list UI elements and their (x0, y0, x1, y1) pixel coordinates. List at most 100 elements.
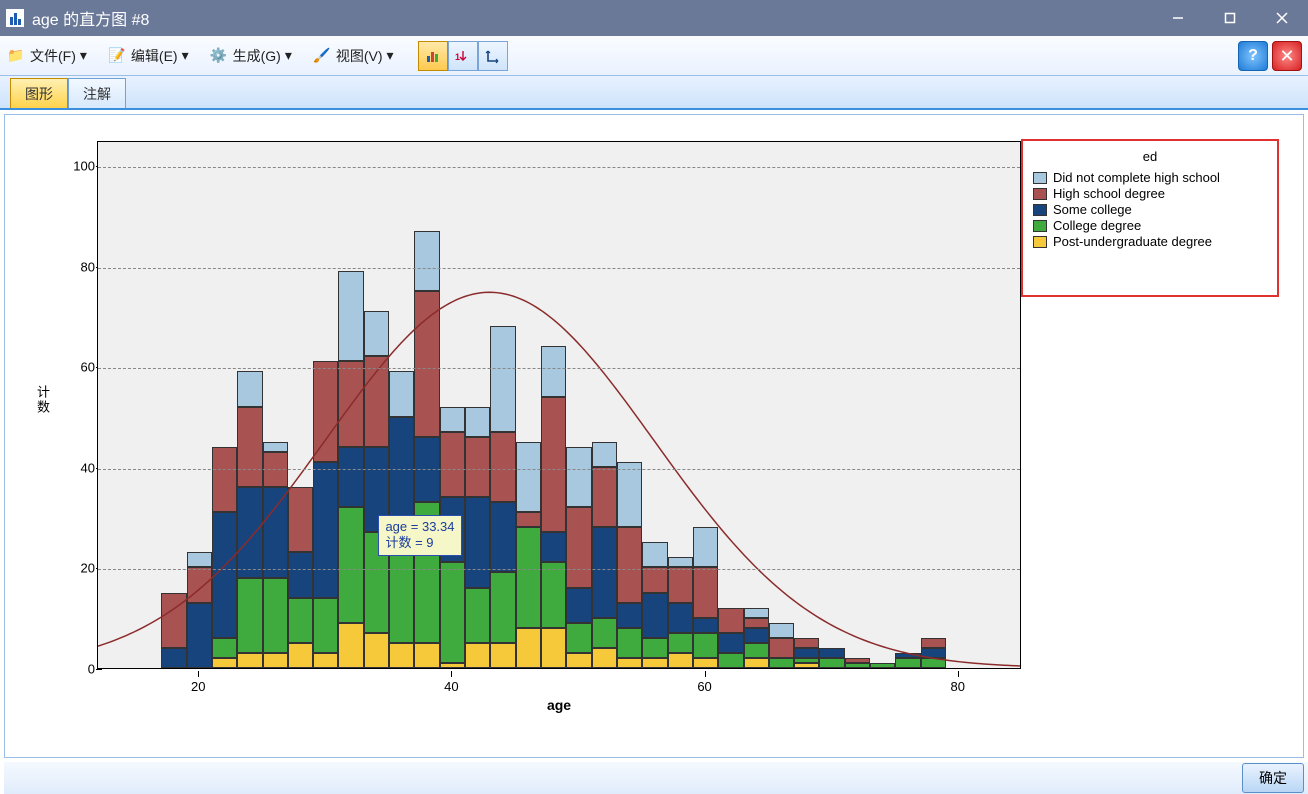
histogram-bar[interactable] (212, 447, 237, 668)
menu-view[interactable]: 🖌️ 视图(V) ▾ (312, 46, 394, 66)
bar-segment-post_undergrad (566, 653, 591, 668)
grid-line (98, 368, 1020, 369)
window-controls (1152, 0, 1308, 36)
plot-area[interactable]: age = 33.34 计数 = 9 (97, 141, 1021, 669)
toolbar-chart-button[interactable] (418, 41, 448, 71)
histogram-bar[interactable] (668, 557, 693, 668)
bar-segment-college (693, 633, 718, 658)
histogram-bar[interactable] (693, 527, 718, 668)
x-tick-label: 20 (191, 679, 205, 694)
bar-segment-post_undergrad (693, 658, 718, 668)
histogram-bar[interactable] (845, 658, 870, 668)
bar-segment-no_hs (263, 442, 288, 452)
legend-item[interactable]: Did not complete high school (1033, 170, 1267, 185)
histogram-bar[interactable] (313, 361, 338, 668)
legend-swatch (1033, 188, 1047, 200)
menu-file-label: 文件(F) (30, 46, 76, 66)
bar-segment-no_hs (516, 442, 541, 512)
bar-segment-high_school (718, 608, 743, 633)
histogram-bar[interactable] (895, 653, 920, 668)
histogram-bar[interactable] (617, 462, 642, 668)
legend-label: Some college (1053, 202, 1132, 217)
bar-segment-post_undergrad (389, 643, 414, 668)
bar-segment-post_undergrad (516, 628, 541, 668)
menu-generate[interactable]: ⚙️ 生成(G) ▾ (209, 46, 292, 66)
legend-label: Post-undergraduate degree (1053, 234, 1212, 249)
bar-segment-no_hs (338, 271, 363, 362)
x-axis-label: age (97, 697, 1021, 713)
bar-segment-post_undergrad (592, 648, 617, 668)
bar-segment-no_hs (187, 552, 212, 567)
legend-item[interactable]: Post-undergraduate degree (1033, 234, 1267, 249)
toolbar-sort-button[interactable]: 1 (448, 41, 478, 71)
bar-segment-high_school (642, 567, 667, 592)
bar-segment-high_school (668, 567, 693, 602)
bar-segment-no_hs (668, 557, 693, 567)
legend-item[interactable]: High school degree (1033, 186, 1267, 201)
x-tick-label: 40 (444, 679, 458, 694)
chart-bars-icon (425, 48, 441, 64)
bar-segment-high_school (617, 527, 642, 602)
histogram-bar[interactable] (364, 311, 389, 668)
legend-item[interactable]: College degree (1033, 218, 1267, 233)
toolbar-axis-button[interactable] (478, 41, 508, 71)
bar-segment-post_undergrad (617, 658, 642, 668)
bar-segment-no_hs (744, 608, 769, 618)
bar-segment-college (440, 562, 465, 663)
bar-segment-post_undergrad (364, 633, 389, 668)
bar-segment-college (338, 507, 363, 623)
bar-segment-college (541, 562, 566, 627)
bar-segment-high_school (288, 487, 313, 552)
bar-segment-college (263, 578, 288, 653)
chart-tooltip: age = 33.34 计数 = 9 (378, 515, 461, 556)
ok-button[interactable]: 确定 (1242, 763, 1304, 793)
histogram-bar[interactable] (288, 487, 313, 668)
minimize-button[interactable] (1152, 0, 1204, 36)
histogram-bar[interactable] (516, 442, 541, 668)
histogram-bar[interactable] (744, 608, 769, 668)
x-tickmark (958, 671, 959, 677)
menubar-right: ? ✕ (1238, 41, 1302, 71)
bar-segment-high_school (161, 593, 186, 648)
close-button[interactable] (1256, 0, 1308, 36)
bar-segment-high_school (769, 638, 794, 658)
histogram-bar[interactable] (642, 542, 667, 668)
bar-segment-some_college (288, 552, 313, 597)
histogram-bar[interactable] (921, 638, 946, 668)
bar-segment-college (718, 653, 743, 668)
bar-segment-post_undergrad (414, 643, 439, 668)
axis-icon (485, 48, 501, 64)
histogram-bar[interactable] (161, 593, 186, 668)
close-panel-button[interactable]: ✕ (1272, 41, 1302, 71)
histogram-bar[interactable] (870, 663, 895, 668)
bar-segment-some_college (541, 532, 566, 562)
histogram-bar[interactable] (592, 442, 617, 668)
histogram-bar[interactable] (414, 231, 439, 668)
histogram-bar[interactable] (263, 442, 288, 668)
legend-item[interactable]: Some college (1033, 202, 1267, 217)
histogram-bar[interactable] (237, 371, 262, 668)
generate-icon: ⚙️ (209, 46, 229, 66)
menu-edit[interactable]: 📝 编辑(E) ▾ (107, 46, 189, 66)
bar-segment-high_school (364, 356, 389, 447)
histogram-bar[interactable] (819, 648, 844, 668)
menu-file[interactable]: 📁 文件(F) ▾ (6, 46, 87, 66)
histogram-bar[interactable] (718, 608, 743, 668)
tab-graph[interactable]: 图形 (10, 78, 68, 108)
legend-swatch (1033, 220, 1047, 232)
help-button[interactable]: ? (1238, 41, 1268, 71)
tab-annotate[interactable]: 注解 (68, 78, 126, 108)
dropdown-arrow-icon: ▾ (182, 47, 189, 64)
legend-label: High school degree (1053, 186, 1165, 201)
bar-segment-high_school (592, 467, 617, 527)
bar-segment-college (617, 628, 642, 658)
histogram-bar[interactable] (769, 623, 794, 668)
histogram-bar[interactable] (490, 326, 515, 668)
histogram-bar[interactable] (465, 407, 490, 668)
bar-segment-some_college (921, 648, 946, 658)
maximize-button[interactable] (1204, 0, 1256, 36)
histogram-bar[interactable] (566, 447, 591, 668)
bar-segment-college (845, 663, 870, 668)
histogram-bar[interactable] (794, 638, 819, 668)
histogram-bar[interactable] (541, 346, 566, 668)
